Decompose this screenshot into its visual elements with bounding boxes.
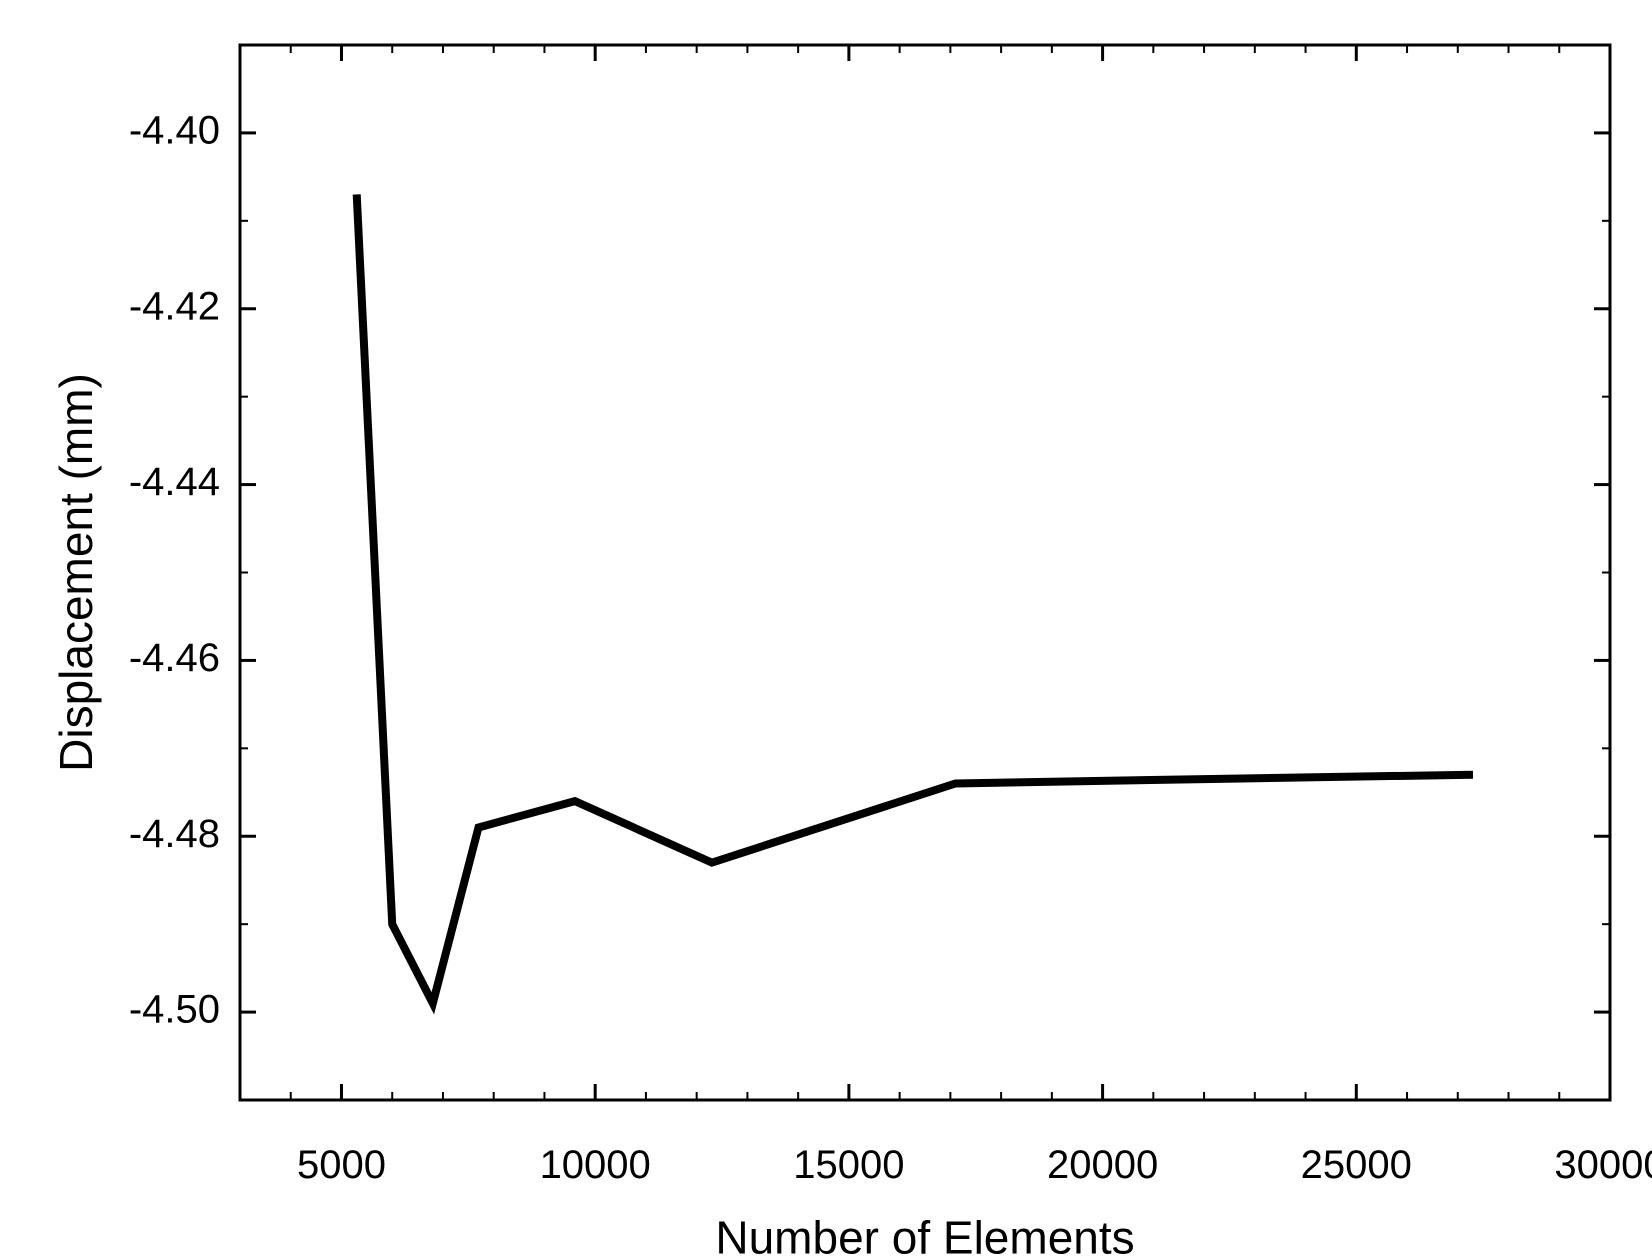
chart-container: 5000 10000 15000 20000 25000 30000 -4.50 -4.48 -… (0, 0, 1652, 1257)
y-axis-label: Displacement (mm) (50, 373, 102, 772)
x-tick-label: 15000 (793, 1143, 904, 1187)
x-tick-label: 5000 (297, 1143, 386, 1187)
line-chart: 5000 10000 15000 20000 25000 30000 -4.50 -4.48 -… (0, 0, 1652, 1257)
y-tick-label: -4.40 (129, 108, 220, 152)
y-tick-label: -4.50 (129, 988, 220, 1032)
chart-background (0, 0, 1652, 1257)
x-axis-label: Number of Elements (715, 1212, 1134, 1257)
x-tick-label: 20000 (1047, 1143, 1158, 1187)
y-tick-label: -4.48 (129, 812, 220, 856)
y-tick-label: -4.46 (129, 636, 220, 680)
x-tick-label: 30000 (1554, 1143, 1652, 1187)
x-tick-label: 10000 (540, 1143, 651, 1187)
y-tick-label: -4.44 (129, 460, 220, 504)
x-tick-label: 25000 (1301, 1143, 1412, 1187)
y-tick-label: -4.42 (129, 284, 220, 328)
